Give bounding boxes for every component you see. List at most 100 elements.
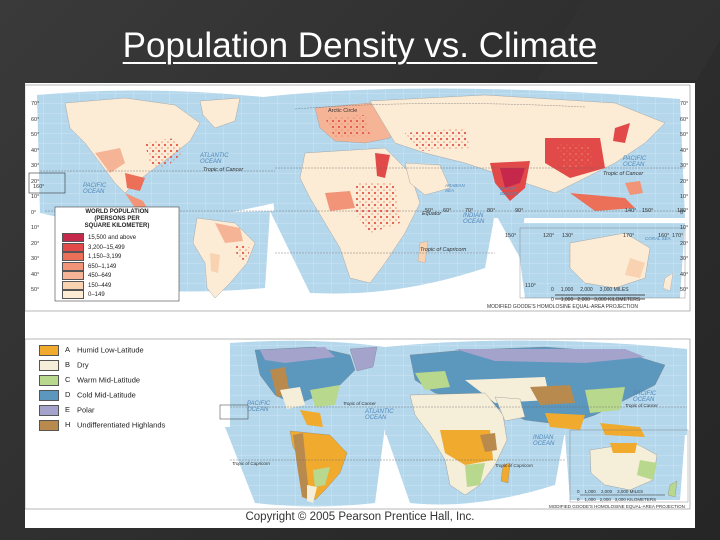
latitude-label: 30° <box>31 256 40 262</box>
longitude-label: 130° <box>562 233 574 239</box>
climate-legend: A Humid Low-Latitude B Dry C Warm Mid-Latitud… <box>39 345 219 435</box>
climate-legend-item: H Undifferentiated Highlands <box>39 420 165 431</box>
north-america <box>64 97 201 194</box>
latitude-label: 0° <box>680 209 686 216</box>
legend-code: D <box>65 390 71 400</box>
latitude-label: 20° <box>31 240 40 247</box>
climate-legend-item: B Dry <box>39 360 89 371</box>
legend-swatch <box>62 252 84 261</box>
longitude-label: 150° <box>505 233 517 239</box>
latitude-label: 40° <box>31 147 40 154</box>
slide-content: WORLD POPULATION (PERSONS PER SQUARE KIL… <box>25 83 695 528</box>
slide-title: Population Density vs. Climate <box>122 26 598 65</box>
bay-of-bengal-label: BAY OF BENGAL <box>500 186 519 196</box>
legend-title-line: WORLD POPULATION <box>85 209 149 215</box>
legend-label: 650–1,149 <box>88 263 117 270</box>
atlantic-ocean-label: ATLANTIC OCEAN <box>200 153 229 165</box>
latitude-label: 30° <box>680 163 689 169</box>
latitude-label: 20° <box>680 240 689 247</box>
climate-projection-note: MODIFIED GOODE'S HOMOLOSINE EQUAL-AREA P… <box>549 504 685 509</box>
legend-swatch <box>39 390 59 401</box>
arabian-sea-label: ARABIAN SEA <box>445 183 465 193</box>
pacific-ocean-west-label: PACIFIC OCEAN <box>83 183 107 195</box>
climate-pacific-ocean-east-label: PACIFIC OCEAN <box>633 391 657 403</box>
latitude-label: 40° <box>680 271 689 278</box>
latitude-label: 10° <box>31 194 40 200</box>
latitude-label: 70° <box>680 101 689 107</box>
legend-code: H <box>65 420 71 430</box>
population-legend-item: 450–649 <box>62 271 111 280</box>
population-legend-item: 3,200–15,499 <box>62 242 125 252</box>
tropic-of-cancer-label: Tropic of Cancer <box>203 167 244 173</box>
legend-label: Cold Mid-Latitude <box>77 390 136 400</box>
legend-swatch <box>62 280 84 290</box>
legend-swatch <box>39 420 59 431</box>
australia <box>569 232 651 289</box>
population-legend-item: 150–449 <box>62 280 111 290</box>
legend-label: 450–649 <box>88 273 112 280</box>
longitude-label: 160° <box>658 233 670 239</box>
latitude-label: 30° <box>680 256 689 262</box>
longitude-label: 70° <box>465 208 474 214</box>
climate-legend-item: E Polar <box>39 405 95 416</box>
legend-swatch <box>62 261 84 271</box>
tropic-of-capricorn-label: Tropic of Capricorn <box>420 247 467 253</box>
legend-label: 15,500 and above <box>88 235 137 242</box>
equator-label: Equator <box>422 211 442 217</box>
climate-tropic-of-cancer-label: Tropic of Cancer <box>343 401 376 406</box>
latitude-label: 50° <box>31 132 40 138</box>
projection-note: MODIFIED GOODE'S HOMOLOSINE EQUAL-AREA P… <box>487 304 638 310</box>
legend-swatch <box>39 345 59 356</box>
latitude-label: 60° <box>680 116 689 123</box>
indian-ocean-label: INDIAN OCEAN <box>463 213 485 225</box>
longitude-label: 160° <box>33 184 45 190</box>
climate-tropic-of-capricorn-label: Tropic of Capricorn <box>232 461 270 466</box>
latitude-label: 20° <box>680 178 689 185</box>
longitude-label: 120° <box>543 233 555 239</box>
longitude-label: 90° <box>515 208 524 214</box>
climate-pacific-ocean-west-label: PACIFIC OCEAN <box>247 401 271 413</box>
population-legend-item: 1,150–3,199 <box>62 252 121 261</box>
climate-tropic-of-capricorn-label: Tropic of Capricorn <box>495 463 533 468</box>
legend-swatch <box>62 233 84 242</box>
legend-label: Warm Mid-Latitude <box>77 375 141 385</box>
longitude-label: 170° <box>623 233 635 239</box>
latitude-label: 40° <box>31 271 40 278</box>
latitude-label: 60° <box>31 116 40 123</box>
legend-label: Humid Low-Latitude <box>77 345 144 355</box>
legend-label: 1,150–3,199 <box>88 254 122 261</box>
scale-miles: 0 1,000 2,000 3,000 MILES <box>551 287 629 293</box>
greenland <box>199 97 241 129</box>
legend-swatch <box>62 290 84 299</box>
longitude-label: 180° <box>677 208 689 214</box>
latitude-label: 50° <box>680 287 689 293</box>
legend-label: Undifferentiated Highlands <box>77 420 166 430</box>
legend-label: 3,200–15,499 <box>88 244 125 251</box>
legend-title-line: (PERSONS PER <box>94 216 140 222</box>
legend-swatch <box>62 242 84 252</box>
scale-kilometers: 0 1,000 2,000 3,000 KILOMETERS <box>551 297 641 303</box>
pacific-ocean-east-label: PACIFIC OCEAN <box>623 156 647 168</box>
legend-label: 0–149 <box>88 292 105 299</box>
legend-code: B <box>65 360 71 370</box>
legend-swatch <box>62 271 84 280</box>
arctic-circle-label: Arctic Circle <box>328 108 358 114</box>
climate-map <box>25 338 691 510</box>
copyright-notice: Copyright © 2005 Pearson Prentice Hall, … <box>245 511 475 523</box>
climate-scale-kilometers: 0 1,000 2,000 3,000 KILOMETERS <box>577 497 657 502</box>
legend-label: Dry <box>77 360 89 370</box>
climate-indian-ocean-label: INDIAN OCEAN <box>533 435 555 447</box>
climate-legend-item: D Cold Mid-Latitude <box>39 390 136 401</box>
latitude-label: 10° <box>680 194 689 200</box>
legend-title-line: SQUARE KILOMETER) <box>84 223 150 229</box>
longitude-label: 80° <box>487 208 496 214</box>
legend-swatch <box>39 375 59 386</box>
latitude-label: 50° <box>680 132 689 138</box>
latitude-label: 10° <box>680 225 689 231</box>
longitude-label: 140° <box>625 208 637 214</box>
legend-swatch <box>39 360 59 371</box>
climate-legend-item: A Humid Low-Latitude <box>39 345 144 356</box>
population-legend-item: 15,500 and above <box>62 233 136 242</box>
latitude-label: 10° <box>31 225 40 231</box>
population-legend-item: 650–1,149 <box>62 261 117 271</box>
